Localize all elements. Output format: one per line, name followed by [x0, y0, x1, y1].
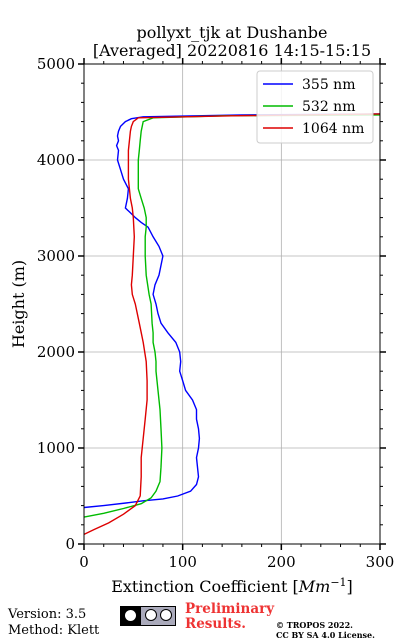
legend-label-2: 1064 nm: [302, 121, 364, 137]
series-group: [84, 113, 380, 536]
x-tick-label: 100: [168, 553, 197, 571]
y-tick-label: 1000: [37, 439, 75, 457]
cc-by-sa-icon: [120, 606, 176, 626]
chart-title-line2: [Averaged] 20220816 14:15-15:15: [93, 41, 371, 60]
chart-title-line1: pollyxt_tjk at Dushanbe: [136, 23, 327, 42]
copyright-notice: © TROPOS 2022. CC BY SA 4.0 License.: [276, 620, 375, 640]
y-tick-label: 5000: [37, 55, 75, 73]
series-line-1: [84, 114, 380, 518]
y-tick-label: 2000: [37, 343, 75, 361]
legend-label-1: 532 nm: [302, 99, 355, 115]
y-tick-label: 4000: [37, 151, 75, 169]
copyright-line2: CC BY SA 4.0 License.: [276, 630, 375, 640]
legend: 355 nm 532 nm 1064 nm: [256, 70, 374, 144]
y-tick-label: 0: [65, 535, 75, 553]
legend-box: [256, 70, 374, 144]
plot-frame: [83, 63, 381, 545]
x-tick-label: 200: [267, 553, 296, 571]
x-axis-label: Extinction Coefficient [Mm−1]: [111, 576, 353, 596]
y-axis-label: Height (m): [9, 260, 28, 348]
legend-label-0: 355 nm: [302, 77, 355, 93]
preliminary-notice: Preliminary Results.: [185, 602, 274, 632]
method-label: Method: Klett: [8, 623, 100, 638]
copyright-line1: © TROPOS 2022.: [276, 620, 353, 630]
y-tick-label: 3000: [37, 247, 75, 265]
preliminary-line2: Results.: [185, 616, 246, 632]
preliminary-line1: Preliminary: [185, 601, 275, 617]
series-line-2: [84, 113, 380, 536]
x-tick-label: 300: [366, 553, 395, 571]
x-tick-label: 0: [79, 553, 89, 571]
series-line-0: [84, 113, 380, 509]
version-label: Version: 3.5: [8, 607, 87, 622]
